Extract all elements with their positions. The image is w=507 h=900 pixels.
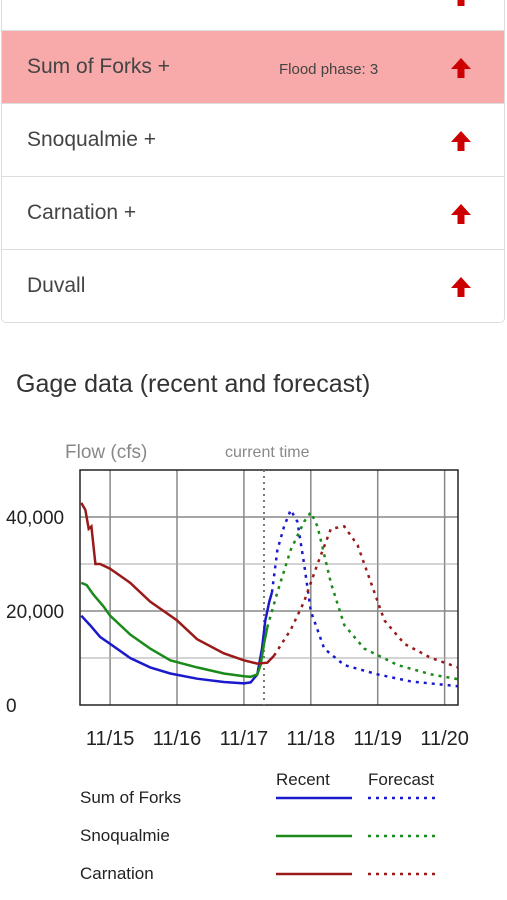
legend-series-name: Sum of Forks	[80, 788, 181, 807]
gage-row[interactable]: Duvall	[2, 249, 504, 322]
legend-series-name: Carnation	[80, 864, 154, 883]
chart-legend: Recent Forecast Sum of Forks Snoqualmie Carn…	[80, 770, 440, 883]
y-tick-label: 40,000	[6, 508, 64, 529]
gage-row[interactable]: Snoqualmie +	[2, 103, 504, 176]
y-tick-label: 20,000	[6, 602, 64, 623]
section-title: Gage data (recent and forecast)	[16, 370, 371, 398]
gage-name: Sum of Forks +	[27, 55, 170, 78]
legend-header-recent: Recent	[276, 770, 330, 789]
up-arrow-icon	[451, 131, 471, 151]
y-tick-label: 0	[6, 696, 17, 717]
series-forecast-line	[266, 509, 459, 681]
x-tick-label: 11/20	[420, 728, 469, 750]
series-recent-line	[80, 591, 274, 685]
gage-name: Duvall	[27, 274, 86, 297]
plot-frame	[79, 469, 459, 706]
chart-series	[80, 502, 459, 688]
axis-labels: 11/15 11/16 11/17 11/18 11/19 11/20 0 20,000 40,…	[6, 442, 469, 750]
gage-list: Sum of Forks + Flood phase: 3 Snoqualmie +…	[1, 0, 505, 323]
series-forecast-line	[272, 525, 459, 669]
series-recent-line	[80, 581, 269, 679]
x-tick-label: 11/18	[287, 728, 336, 750]
up-arrow-icon	[451, 277, 471, 297]
y-axis-label: Flow (cfs)	[65, 442, 147, 463]
gage-row[interactable]	[2, 0, 504, 30]
chart-grid	[79, 469, 459, 706]
legend-header-forecast: Forecast	[368, 770, 434, 789]
series-recent-line	[80, 502, 275, 665]
up-arrow-icon	[451, 204, 471, 224]
x-tick-label: 11/15	[86, 728, 135, 750]
x-tick-label: 11/17	[220, 728, 269, 750]
up-arrow-icon	[457, 0, 465, 6]
gage-row[interactable]: Sum of Forks + Flood phase: 3	[2, 30, 504, 103]
x-tick-label: 11/16	[153, 728, 202, 750]
flood-phase-label: Flood phase: 3	[279, 61, 379, 78]
up-arrow-icon	[451, 58, 471, 78]
gage-row[interactable]: Carnation +	[2, 176, 504, 249]
flow-chart: 11/15 11/16 11/17 11/18 11/19 11/20 0 20,000 40,…	[6, 442, 469, 883]
gage-name: Carnation +	[27, 201, 137, 224]
x-tick-label: 11/19	[353, 728, 402, 750]
legend-series-name: Snoqualmie	[80, 826, 170, 845]
series-forecast-line	[270, 507, 459, 688]
gage-name: Snoqualmie +	[27, 128, 157, 151]
current-time-label: current time	[225, 444, 310, 461]
